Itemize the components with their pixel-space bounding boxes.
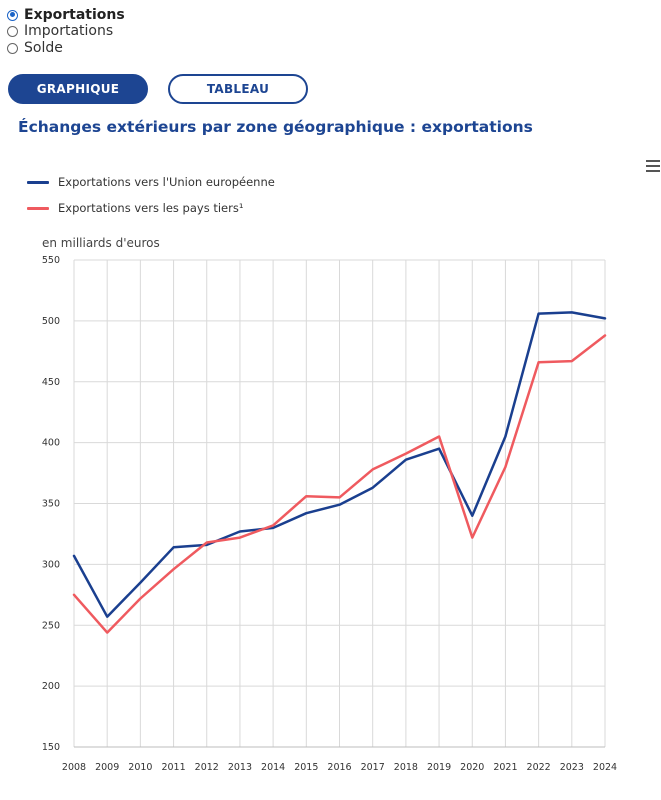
legend-label-third-countries: Exportations vers les pays tiers¹	[58, 201, 244, 215]
series-line-third-countries	[72, 334, 607, 634]
y-tick-label: 300	[42, 559, 60, 570]
flow-type-radio-group: Exportations Importations Solde	[7, 7, 125, 57]
x-tick-label: 2015	[294, 762, 318, 773]
graph-view-button[interactable]: GRAPHIQUE	[8, 74, 148, 104]
x-tick-label: 2017	[361, 762, 385, 773]
x-tick-label: 2020	[460, 762, 484, 773]
legend-swatch-third-countries	[27, 206, 49, 210]
x-tick-label: 2013	[228, 762, 252, 773]
legend-label-eu: Exportations vers l'Union européenne	[58, 175, 275, 189]
x-tick-label: 2012	[195, 762, 219, 773]
x-tick-label: 2018	[394, 762, 418, 773]
x-tick-label: 2014	[261, 762, 285, 773]
series-line-eu	[72, 311, 607, 618]
table-view-button[interactable]: TABLEAU	[168, 74, 308, 104]
x-tick-label: 2008	[62, 762, 86, 773]
x-tick-label: 2016	[327, 762, 351, 773]
x-tick-label: 2011	[161, 762, 185, 773]
radio-button[interactable]	[7, 42, 18, 54]
y-tick-label: 200	[42, 681, 60, 692]
y-tick-label: 150	[42, 742, 60, 753]
legend-item-eu[interactable]: Exportations vers l'Union européenne	[27, 175, 275, 189]
radio-label-solde: Solde	[24, 39, 63, 56]
hamburger-menu-icon[interactable]	[646, 160, 660, 174]
radio-label-exportations: Exportations	[24, 6, 125, 23]
y-tick-label: 550	[42, 255, 60, 266]
radio-button-checked[interactable]	[7, 9, 18, 21]
x-tick-label: 2023	[560, 762, 584, 773]
radio-exportations[interactable]: Exportations	[7, 7, 125, 24]
legend-swatch-eu	[27, 180, 49, 184]
x-tick-label: 2021	[493, 762, 517, 773]
legend-item-third-countries[interactable]: Exportations vers les pays tiers¹	[27, 201, 275, 215]
x-tick-label: 2019	[427, 762, 451, 773]
chart-legend: Exportations vers l'Union européenne Exp…	[27, 175, 275, 227]
chart-panel	[8, 110, 661, 800]
y-tick-label: 350	[42, 499, 60, 510]
x-tick-label: 2010	[128, 762, 152, 773]
x-tick-label: 2009	[95, 762, 119, 773]
radio-button[interactable]	[7, 26, 18, 38]
y-tick-label: 400	[42, 438, 60, 449]
radio-label-importations: Importations	[24, 23, 114, 40]
x-tick-label: 2024	[593, 762, 617, 773]
x-tick-label: 2022	[527, 762, 551, 773]
y-tick-label: 500	[42, 316, 60, 327]
chart-title: Échanges extérieurs par zone géographiqu…	[18, 118, 533, 136]
y-tick-label: 450	[42, 377, 60, 388]
radio-solde[interactable]: Solde	[7, 40, 125, 57]
y-axis-unit-label: en milliards d'euros	[42, 236, 160, 250]
y-tick-label: 250	[42, 620, 60, 631]
radio-importations[interactable]: Importations	[7, 23, 125, 41]
